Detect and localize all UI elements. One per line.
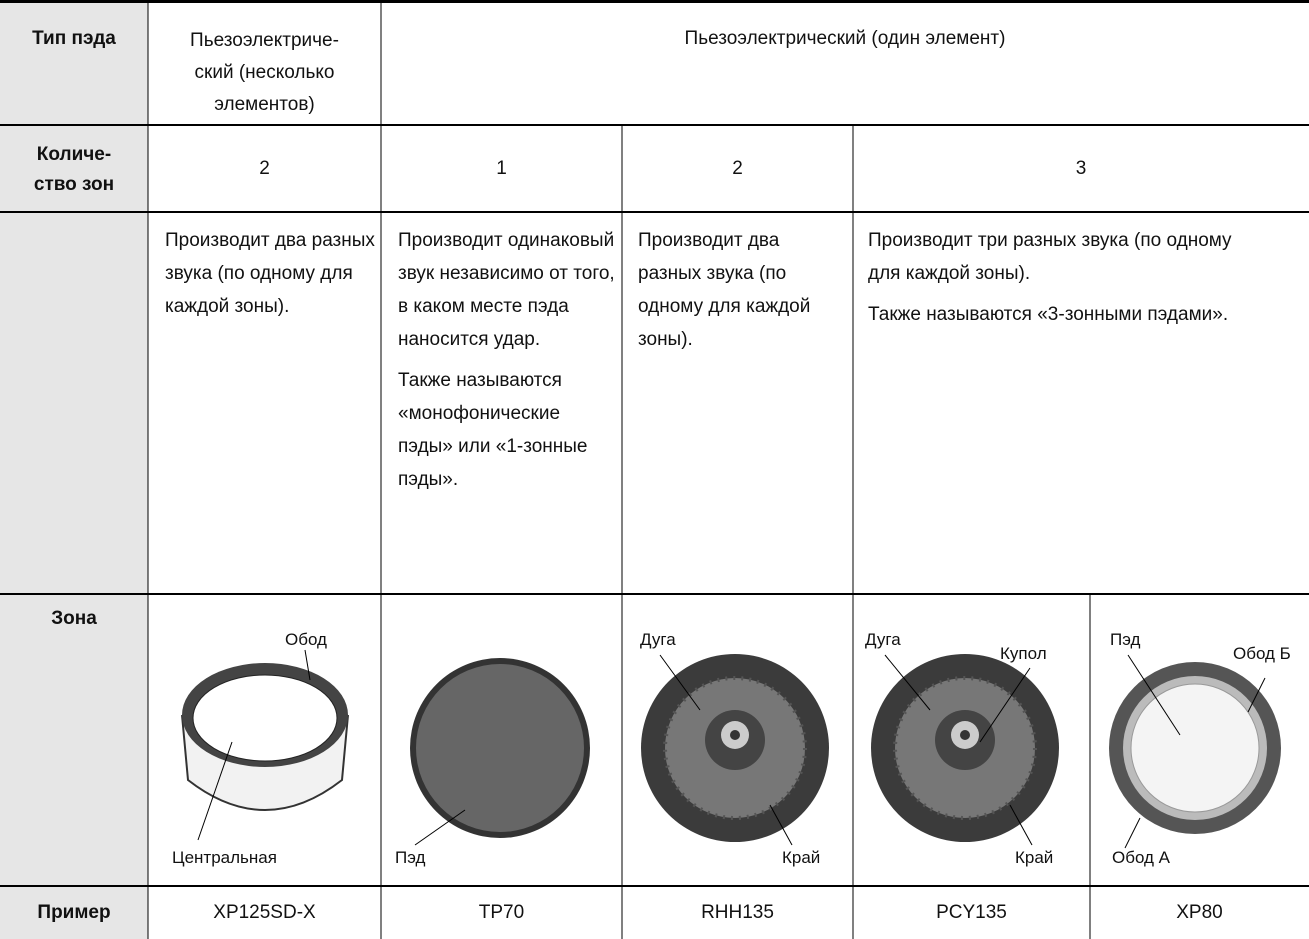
cell: 1: [496, 158, 507, 179]
text: Также называются «3-зонными пэдами».: [868, 304, 1229, 325]
zone-label: Центральная: [172, 848, 277, 867]
zone-label: Пэд: [395, 848, 426, 867]
zone-label: Обод: [285, 630, 327, 649]
zone-label: Обод А: [1112, 848, 1171, 867]
cell: Производит два разных звука (по одному д…: [165, 224, 375, 331]
cell: 3: [1075, 158, 1087, 179]
cell: 2: [259, 158, 270, 179]
tp70-illustration: [410, 658, 590, 846]
zone-label: Дуга: [640, 630, 676, 649]
text: Производит три разных звука (по одному д…: [868, 230, 1232, 284]
cell: Производит два разных звука (по одному д…: [638, 224, 843, 364]
cell: XP125SD-X: [213, 902, 316, 923]
snare-illustration: [181, 649, 349, 841]
text: Производит одинаковый звук независимо от…: [398, 230, 615, 350]
text: Производит два разных звука (по одному д…: [638, 230, 811, 350]
cell: XP80: [1176, 902, 1223, 923]
text: Пьезоэлектриче-: [190, 30, 339, 51]
cell: PCY135: [936, 902, 1007, 923]
zone-label: Пэд: [1110, 630, 1141, 649]
text: ство зон: [33, 174, 115, 195]
zone-label: Обод Б: [1233, 644, 1291, 663]
cell: Пьезоэлектриче- ский (несколько элементо…: [148, 25, 381, 121]
text: элементов): [214, 94, 315, 115]
cell: Пьезоэлектрический (один элемент): [684, 28, 1006, 49]
cell: TP70: [478, 902, 525, 923]
text: ский (несколько: [194, 62, 335, 83]
zone-label: Край: [782, 848, 821, 867]
xp80-illustration: [1109, 654, 1281, 849]
cell: 2: [732, 158, 743, 179]
zone-label: Дуга: [865, 630, 901, 649]
text: Количе-: [36, 144, 112, 165]
row-header: Пример: [37, 902, 111, 923]
pcy135-illustration: [871, 654, 1059, 846]
cell: RHH135: [701, 902, 774, 923]
row-header: Количе- ство зон: [0, 140, 148, 200]
row-header: Зона: [51, 608, 97, 629]
zone-label: Купол: [1000, 644, 1047, 663]
cell: Производит три разных звука (по одному д…: [868, 224, 1268, 339]
cell: Производит одинаковый звук независимо от…: [398, 224, 620, 504]
row-header: Тип пэда: [32, 28, 116, 49]
rhh135-illustration: [641, 654, 829, 846]
zone-label: Край: [1015, 848, 1054, 867]
header-column: [0, 0, 148, 939]
text: Производит два разных звука (по одному д…: [165, 230, 375, 317]
text: Также называются «монофонические пэды» и…: [398, 370, 588, 490]
